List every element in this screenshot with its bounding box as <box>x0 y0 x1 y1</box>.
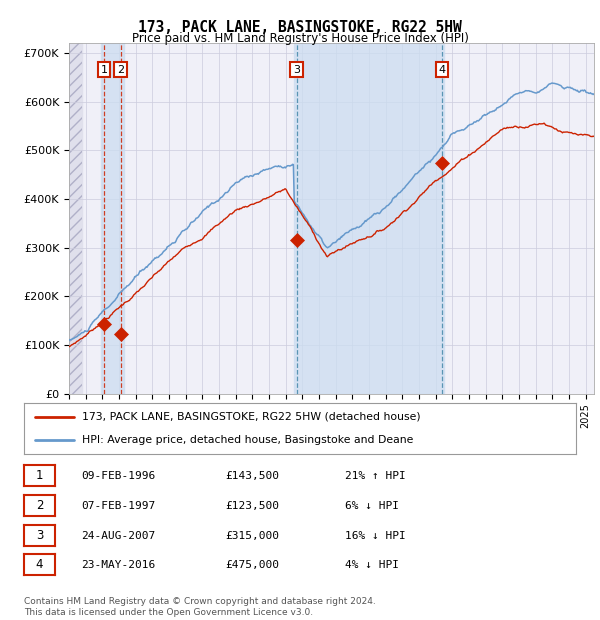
Text: 1: 1 <box>36 469 43 482</box>
Bar <box>101 43 124 394</box>
Text: £475,000: £475,000 <box>225 560 279 570</box>
Text: 4% ↓ HPI: 4% ↓ HPI <box>345 560 399 570</box>
Text: £315,000: £315,000 <box>225 531 279 541</box>
Bar <box>69 43 82 394</box>
Text: 16% ↓ HPI: 16% ↓ HPI <box>345 531 406 541</box>
Text: 173, PACK LANE, BASINGSTOKE, RG22 5HW: 173, PACK LANE, BASINGSTOKE, RG22 5HW <box>138 20 462 35</box>
Text: £143,500: £143,500 <box>225 471 279 481</box>
Text: 07-FEB-1997: 07-FEB-1997 <box>81 501 155 511</box>
Text: £123,500: £123,500 <box>225 501 279 511</box>
Text: 6% ↓ HPI: 6% ↓ HPI <box>345 501 399 511</box>
Text: 21% ↑ HPI: 21% ↑ HPI <box>345 471 406 481</box>
Text: 2: 2 <box>36 499 43 511</box>
Text: 23-MAY-2016: 23-MAY-2016 <box>81 560 155 570</box>
Text: 173, PACK LANE, BASINGSTOKE, RG22 5HW (detached house): 173, PACK LANE, BASINGSTOKE, RG22 5HW (d… <box>82 412 421 422</box>
Text: 2: 2 <box>117 64 124 74</box>
Bar <box>294 43 444 394</box>
Text: 3: 3 <box>293 64 300 74</box>
Text: Price paid vs. HM Land Registry's House Price Index (HPI): Price paid vs. HM Land Registry's House … <box>131 32 469 45</box>
Text: 1: 1 <box>101 64 107 74</box>
Bar <box>69 43 82 394</box>
Text: HPI: Average price, detached house, Basingstoke and Deane: HPI: Average price, detached house, Basi… <box>82 435 413 445</box>
Text: Contains HM Land Registry data © Crown copyright and database right 2024.
This d: Contains HM Land Registry data © Crown c… <box>24 598 376 617</box>
Text: 3: 3 <box>36 529 43 541</box>
Text: 4: 4 <box>36 559 43 571</box>
Text: 09-FEB-1996: 09-FEB-1996 <box>81 471 155 481</box>
Text: 24-AUG-2007: 24-AUG-2007 <box>81 531 155 541</box>
Text: 4: 4 <box>439 64 446 74</box>
